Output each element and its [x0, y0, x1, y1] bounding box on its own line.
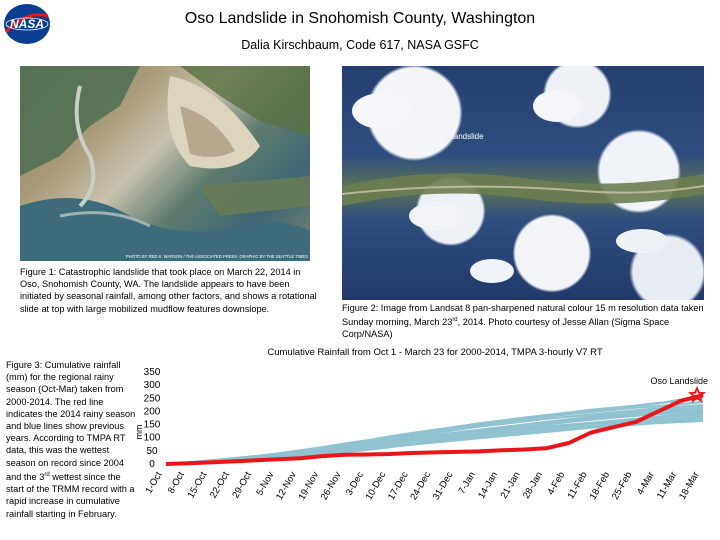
y-tick-label-5: 250 [144, 393, 161, 404]
x-tick-label-13: 31-Dec [431, 470, 456, 502]
y-tick-label-3: 150 [144, 420, 161, 431]
x-tick-label-10: 10-Dec [364, 470, 389, 502]
figure1-caption: Figure 1: Catastrophic landslide that to… [20, 267, 317, 314]
y-axis-label: mm [134, 425, 144, 440]
y-tick-label-4: 200 [144, 406, 161, 417]
landslide-label: landslide [452, 132, 484, 141]
y-tick-label-7: 350 [144, 367, 161, 378]
x-tick-label-7: 19-Nov [296, 470, 321, 502]
page-title: Oso Landslide in Snohomish County, Washi… [184, 10, 536, 27]
photo1-credit: PHOTO BY RED S. WARSON / THE ASSOCIATED … [126, 254, 308, 259]
figure2-caption: Figure 2: Image from Landsat 8 pan-sharp… [342, 303, 704, 340]
cumulative-rainfall-chart: mm 0 50 100 150 200 250 300 350 1-Oct 8-Oct15-Oc… [134, 367, 708, 502]
y-tick-label-0: 0 [149, 459, 155, 470]
oso-landslide-annotation: Oso Landslide [650, 376, 708, 386]
landslide-photo: PHOTO BY RED S. WARSON / THE ASSOCIATED … [20, 66, 310, 261]
x-tick-label-12: 24-Dec [408, 470, 433, 502]
x-tick-label-14: 7-Jan [456, 470, 477, 496]
x-tick-label-18: 4-Feb [545, 470, 567, 497]
x-tick-label-22: 4-Mar [635, 470, 657, 497]
series-line-2014 [165, 393, 704, 466]
x-tick-label-19: 11-Feb [565, 470, 589, 501]
x-tick-label-17: 28-Jan [521, 470, 545, 501]
nasa-logo: NASA [2, 2, 52, 46]
x-tick-label-21: 25-Feb [610, 470, 635, 502]
chart-title: Cumulative Rainfall from Oct 1 - March 2… [267, 347, 603, 358]
x-tick-label-9: 3-Dec [344, 470, 366, 498]
landsat-image: landslide [342, 66, 704, 300]
x-tick-label-5: 5-Nov [254, 470, 276, 498]
x-tick-label-6: 12-Nov [274, 470, 299, 502]
x-tick-label-15: 14-Jan [476, 470, 500, 501]
y-tick-label-1: 50 [146, 446, 158, 457]
x-tick-label-16: 21-Jan [499, 470, 523, 501]
x-tick-label-1: 8-Oct [166, 470, 187, 496]
page-subtitle: Dalia Kirschbaum, Code 617, NASA GSFC [241, 38, 479, 52]
x-tick-label-11: 17-Dec [386, 470, 411, 502]
x-tick-label-4: 29-Oct [230, 470, 254, 501]
x-tick-label-20: 18-Feb [588, 470, 613, 502]
nasa-logo-text: NASA [10, 17, 44, 31]
y-tick-label-6: 300 [144, 380, 161, 391]
landslide-star-marker [687, 385, 707, 403]
x-tick-label-24: 18-Mar [677, 470, 702, 502]
y-tick-label-2: 100 [144, 433, 161, 444]
x-tick-label-0: 1-Oct [143, 470, 164, 496]
x-tick-label-23: 11-Mar [655, 470, 679, 501]
star-icon [687, 385, 707, 403]
x-tick-label-3: 22-Oct [208, 470, 232, 501]
figure3-caption: Figure 3: Cumulative rainfall (mm) for t… [6, 360, 136, 519]
x-tick-label-8: 26-Nov [319, 470, 344, 502]
x-tick-label-2: 15-Oct [186, 470, 210, 501]
